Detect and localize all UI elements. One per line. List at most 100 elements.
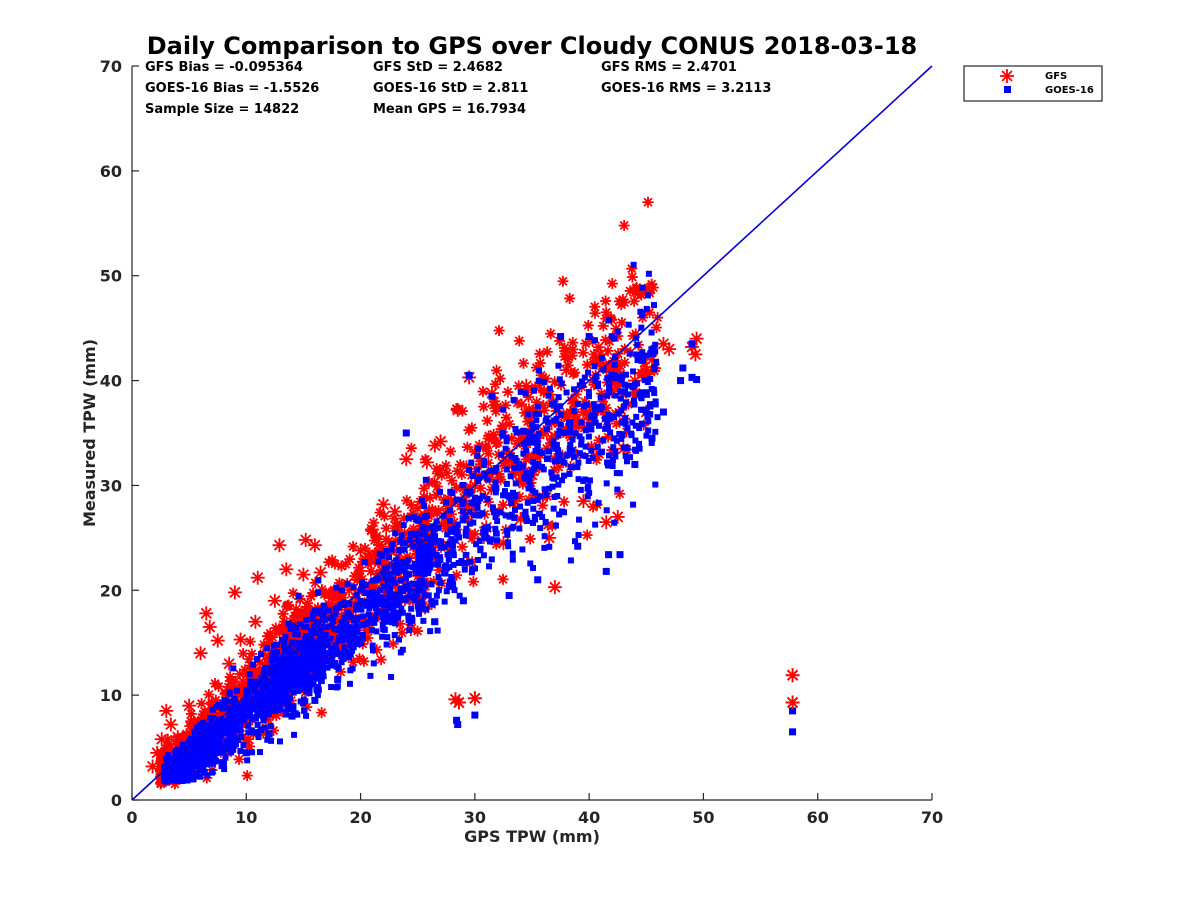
goes16-marker (488, 392, 496, 400)
goes16-marker (248, 727, 255, 734)
goes16-marker (270, 649, 277, 656)
goes16-marker (406, 627, 413, 634)
goes16-marker (487, 538, 494, 545)
gfs-marker (390, 520, 402, 532)
gfs-marker (597, 320, 609, 332)
goes16-marker (527, 438, 534, 445)
goes16-marker (416, 610, 423, 617)
goes16-marker (262, 698, 269, 705)
goes16-marker (626, 350, 633, 357)
gfs-marker (424, 492, 436, 504)
goes16-marker (373, 576, 380, 583)
goes16-marker (198, 759, 205, 766)
goes16-marker (581, 374, 588, 381)
goes16-marker (200, 719, 207, 726)
goes16-marker (643, 389, 650, 396)
goes16-marker (549, 483, 556, 490)
goes16-marker (471, 565, 478, 572)
goes16-marker (644, 379, 651, 386)
goes16-marker (638, 406, 645, 413)
goes16-marker (530, 505, 537, 512)
goes16-marker (584, 485, 591, 492)
legend-goes-label: GOES-16 (1045, 85, 1094, 96)
goes16-marker (371, 619, 378, 626)
goes16-marker (484, 476, 491, 483)
goes16-marker (600, 437, 607, 444)
goes16-marker (519, 546, 526, 553)
goes16-marker (247, 685, 254, 692)
goes16-marker (254, 711, 261, 718)
goes16-marker (428, 598, 435, 605)
goes16-marker (500, 430, 507, 437)
gfs-marker (519, 407, 531, 419)
goes16-marker (282, 663, 289, 670)
goes16-marker (556, 428, 563, 435)
goes16-marker (416, 578, 423, 585)
goes16-marker (300, 623, 307, 630)
goes16-marker (605, 316, 612, 323)
goes16-marker (441, 564, 448, 571)
goes16-marker (644, 292, 651, 299)
goes16-marker (361, 559, 368, 566)
goes16-marker (504, 531, 511, 538)
goes16-marker (257, 690, 264, 697)
goes16-marker (327, 635, 334, 642)
goes16-marker (405, 617, 412, 624)
goes16-marker (536, 367, 543, 374)
goes16-marker (591, 416, 598, 423)
gfs-marker (244, 636, 256, 648)
goes16-marker (188, 776, 195, 783)
goes16-marker (512, 426, 519, 433)
goes16-marker (401, 567, 408, 574)
goes16-marker (566, 470, 573, 477)
goes16-marker (288, 663, 295, 670)
goes16-marker (252, 715, 259, 722)
goes16-marker (311, 664, 318, 671)
goes16-marker (625, 321, 632, 328)
goes16-marker (434, 627, 441, 634)
goes16-marker (259, 712, 266, 719)
goes16-marker (567, 557, 574, 564)
goes16-marker (527, 560, 534, 567)
gfs-marker (302, 597, 314, 609)
goes16-marker (523, 470, 530, 477)
gfs-marker (282, 599, 294, 611)
goes16-marker (449, 542, 456, 549)
gfs-marker (537, 499, 549, 511)
goes16-marker (618, 376, 625, 383)
goes16-marker (585, 433, 592, 440)
goes16-marker (431, 618, 439, 626)
goes16-marker (474, 452, 481, 459)
goes16-marker (219, 759, 227, 767)
gfs-marker (582, 319, 594, 331)
goes16-marker (373, 628, 380, 635)
goes16-marker (521, 441, 528, 448)
goes16-marker (161, 770, 168, 777)
goes16-marker (292, 668, 299, 675)
goes16-marker (320, 612, 327, 619)
goes16-marker (592, 405, 599, 412)
goes16-marker (279, 656, 286, 663)
goes16-marker (383, 547, 390, 554)
goes16-marker (647, 375, 654, 382)
goes16-marker (468, 499, 475, 506)
goes16-marker (362, 599, 369, 606)
goes16-marker (555, 481, 562, 488)
goes16-marker (258, 675, 265, 682)
goes16-marker (211, 745, 218, 752)
goes16-marker (422, 553, 429, 560)
goes16-marker (315, 686, 322, 693)
gfs-legend-asterisk (1000, 69, 1014, 83)
goes16-marker (366, 592, 373, 599)
goes16-marker (485, 525, 492, 532)
goes16-marker (627, 454, 634, 461)
goes16-marker (398, 605, 405, 612)
gfs-marker (365, 565, 377, 577)
goes16-marker (379, 613, 387, 620)
goes16-marker (344, 580, 351, 587)
goes16-marker (254, 729, 261, 736)
goes16-marker (490, 508, 497, 515)
gfs-marker (353, 567, 365, 579)
goes16-marker (639, 349, 646, 356)
goes16-marker (575, 459, 582, 466)
